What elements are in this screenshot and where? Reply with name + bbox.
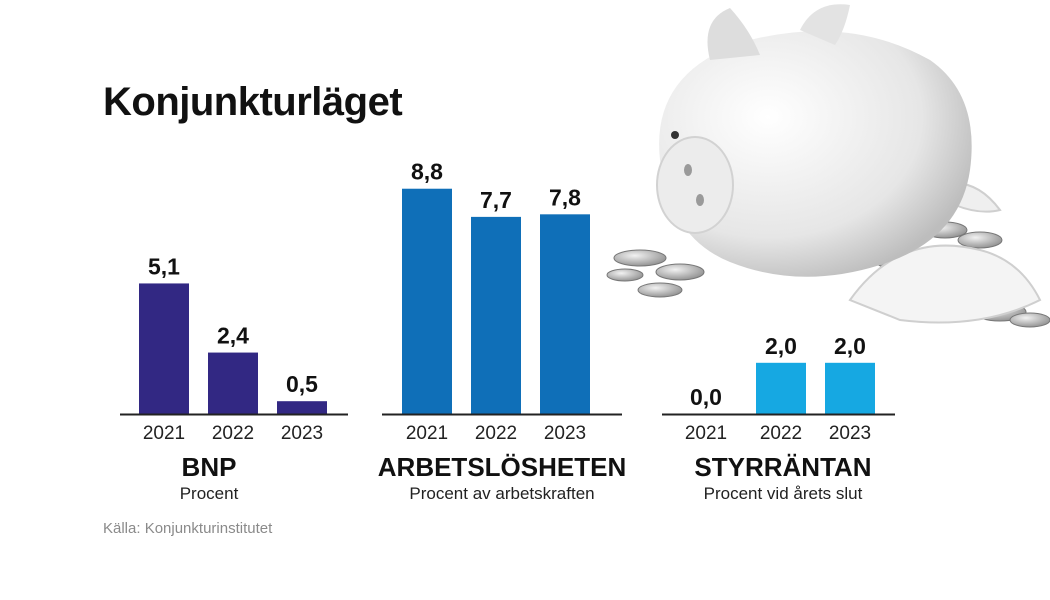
tick-label-bnp-2023: 2023 (281, 423, 323, 444)
bar-arbetsloshet-2022 (471, 216, 521, 414)
tick-label-arbetsloshet-2022: 2022 (475, 423, 517, 444)
tick-label-bnp-2022: 2022 (212, 423, 254, 444)
chart-subtitle-arbetsloshet: Procent av arbetskraften (409, 484, 595, 503)
value-label-styrranta-2021: 0,0 (690, 384, 722, 410)
value-label-arbetsloshet-2021: 8,8 (411, 159, 443, 185)
value-label-bnp-2021: 5,1 (148, 253, 180, 279)
value-label-styrranta-2023: 2,0 (834, 333, 866, 359)
bar-arbetsloshet-2023 (540, 214, 590, 414)
bar-arbetsloshet-2021 (402, 188, 452, 414)
chart-title-arbetsloshet: ARBETSLÖSHETEN (377, 452, 627, 482)
chart-title-styrranta: STYRRÄNTAN (694, 452, 872, 482)
bar-bnp-2023 (277, 401, 327, 414)
tick-label-styrranta-2021: 2021 (685, 423, 727, 444)
chart-subtitle-styrranta: Procent vid årets slut (703, 484, 863, 503)
value-label-arbetsloshet-2022: 7,7 (480, 187, 512, 213)
page-title: Konjunkturläget (103, 80, 403, 124)
tick-label-styrranta-2023: 2023 (829, 423, 871, 444)
source-note: Källa: Konjunkturinstitutet (103, 520, 273, 537)
tick-label-styrranta-2022: 2022 (760, 423, 802, 444)
piggy-bank-illustration (606, 4, 1050, 328)
bar-bnp-2022 (208, 352, 258, 414)
tick-label-arbetsloshet-2023: 2023 (544, 423, 586, 444)
value-label-bnp-2022: 2,4 (217, 323, 249, 349)
bar-bnp-2021 (139, 283, 189, 414)
tick-label-bnp-2021: 2021 (143, 423, 185, 444)
value-label-bnp-2023: 0,5 (286, 371, 318, 397)
chart-title-bnp: BNP (181, 452, 237, 482)
bar-styrranta-2023 (825, 362, 875, 414)
value-label-styrranta-2022: 2,0 (765, 333, 797, 359)
tick-label-arbetsloshet-2021: 2021 (406, 423, 448, 444)
bar-styrranta-2022 (756, 362, 806, 414)
chart-subtitle-bnp: Procent (179, 484, 239, 503)
value-label-arbetsloshet-2023: 7,8 (549, 184, 581, 210)
